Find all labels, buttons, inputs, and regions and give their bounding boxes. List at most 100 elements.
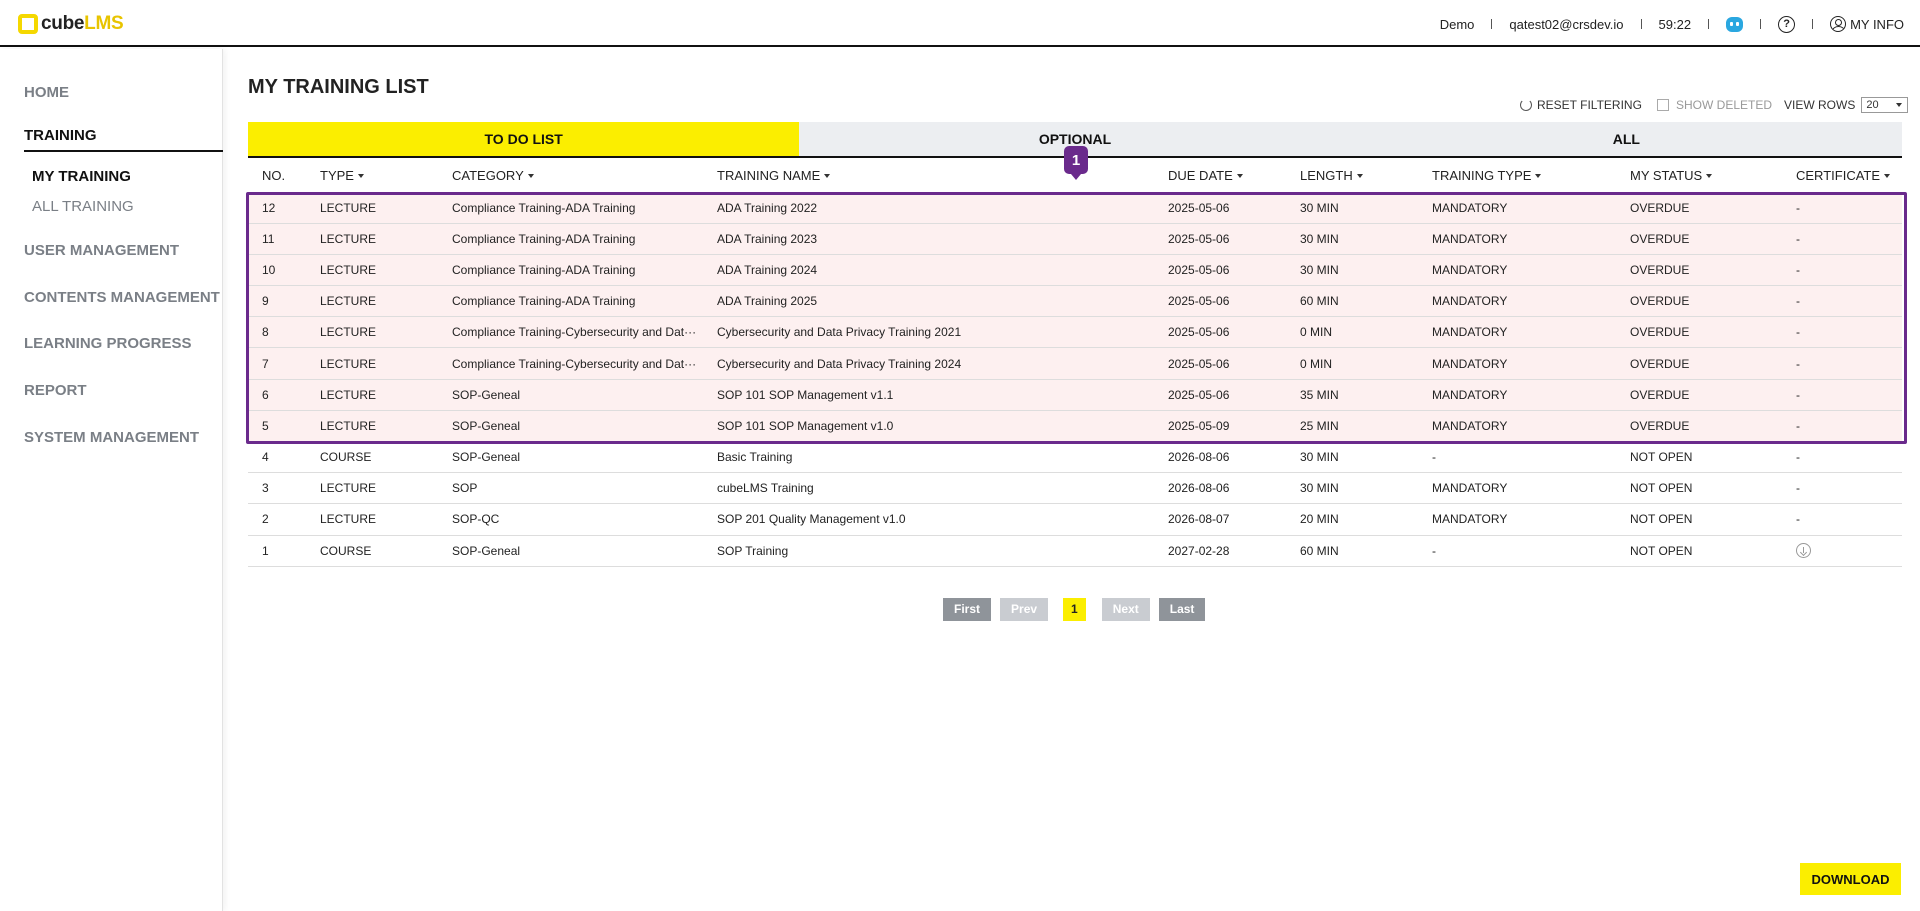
col-header-training-type[interactable]: TRAINING TYPE xyxy=(1418,159,1616,192)
cell-status: OVERDUE xyxy=(1616,192,1782,223)
table-row[interactable]: 7 LECTURE Compliance Training-Cybersecurit… xyxy=(248,348,1902,379)
cell-type: COURSE xyxy=(306,442,438,473)
first-page-button[interactable]: First xyxy=(943,598,991,621)
table-row[interactable]: 11 LECTURE Compliance Training-ADA Trainin… xyxy=(248,223,1902,254)
cell-cert: - xyxy=(1782,504,1902,535)
sidebar-subitem-my-training[interactable]: MY TRAINING xyxy=(32,168,131,185)
cell-name[interactable]: SOP 101 SOP Management v1.0 xyxy=(703,410,1154,441)
cell-category: SOP-Geneal xyxy=(438,379,703,410)
cell-type: LECTURE xyxy=(306,254,438,285)
view-rows-control: VIEW ROWS 20 xyxy=(1784,96,1908,114)
my-info-button[interactable]: MY INFO xyxy=(1830,16,1904,32)
sidebar-subitem-all-training[interactable]: ALL TRAINING xyxy=(32,198,134,215)
page-title: MY TRAINING LIST xyxy=(248,76,429,99)
next-page-button[interactable]: Next xyxy=(1102,598,1150,621)
view-rows-select[interactable]: 20 xyxy=(1861,97,1908,113)
cell-length: 60 MIN xyxy=(1286,535,1418,566)
cell-status: OVERDUE xyxy=(1616,410,1782,441)
sidebar-item-user-management[interactable]: USER MANAGEMENT xyxy=(24,242,179,259)
cell-type: LECTURE xyxy=(306,410,438,441)
cell-ttype: MANDATORY xyxy=(1418,348,1616,379)
col-header-certificate[interactable]: CERTIFICATE xyxy=(1782,159,1902,192)
help-icon[interactable]: ? xyxy=(1778,16,1795,33)
cell-due: 2025-05-06 xyxy=(1154,379,1286,410)
sidebar-item-learning-progress[interactable]: LEARNING PROGRESS xyxy=(24,335,192,352)
cell-length: 30 MIN xyxy=(1286,254,1418,285)
cell-no: 10 xyxy=(248,254,306,285)
cell-name[interactable]: ADA Training 2024 xyxy=(703,254,1154,285)
sidebar-item-training[interactable]: TRAINING xyxy=(24,127,97,144)
col-header-due-date[interactable]: DUE DATE xyxy=(1154,159,1286,192)
cell-category: Compliance Training-ADA Training xyxy=(438,192,703,223)
table-row[interactable]: 10 LECTURE Compliance Training-ADA Trainin… xyxy=(248,254,1902,285)
tab-all[interactable]: ALL xyxy=(1351,122,1902,156)
divider xyxy=(1708,19,1709,29)
table-row[interactable]: 6 LECTURE SOP-Geneal SOP 101 SOP Management… xyxy=(248,379,1902,410)
cell-length: 0 MIN xyxy=(1286,317,1418,348)
page-number-button[interactable]: 1 xyxy=(1063,598,1086,621)
cell-name[interactable]: Basic Training xyxy=(703,442,1154,473)
cell-cert: - xyxy=(1782,473,1902,504)
prev-page-button[interactable]: Prev xyxy=(1000,598,1048,621)
cell-name[interactable]: cubeLMS Training xyxy=(703,473,1154,504)
tab-to-do-list[interactable]: TO DO LIST xyxy=(248,122,799,156)
cell-due: 2026-08-06 xyxy=(1154,442,1286,473)
last-page-button[interactable]: Last xyxy=(1159,598,1206,621)
cell-no: 3 xyxy=(248,473,306,504)
table-row[interactable]: 4 COURSE SOP-Geneal Basic Training 2026-08-0… xyxy=(248,442,1902,473)
sort-down-icon xyxy=(358,174,364,178)
table-row[interactable]: 1 COURSE SOP-Geneal SOP Training 2027-02-28 6… xyxy=(248,535,1902,566)
col-header-length[interactable]: LENGTH xyxy=(1286,159,1418,192)
cell-ttype: MANDATORY xyxy=(1418,317,1616,348)
cell-name[interactable]: ADA Training 2025 xyxy=(703,286,1154,317)
cell-type: LECTURE xyxy=(306,504,438,535)
show-deleted-toggle[interactable]: SHOW DELETED xyxy=(1657,96,1772,114)
cell-due: 2025-05-06 xyxy=(1154,317,1286,348)
cell-ttype: MANDATORY xyxy=(1418,286,1616,317)
table-row[interactable]: 3 LECTURE SOP cubeLMS Training 2026-08-06 30 … xyxy=(248,473,1902,504)
table-row[interactable]: 5 LECTURE SOP-Geneal SOP 101 SOP Management… xyxy=(248,410,1902,441)
col-header-my-status[interactable]: MY STATUS xyxy=(1616,159,1782,192)
cell-name[interactable]: ADA Training 2022 xyxy=(703,192,1154,223)
cell-cert: - xyxy=(1782,192,1902,223)
table-row[interactable]: 2 LECTURE SOP-QC SOP 201 Quality Management… xyxy=(248,504,1902,535)
sidebar-item-system-management[interactable]: SYSTEM MANAGEMENT xyxy=(24,429,199,446)
reset-filtering-button[interactable]: RESET FILTERING xyxy=(1520,96,1642,114)
download-button[interactable]: DOWNLOAD xyxy=(1800,863,1901,895)
table-row[interactable]: 8 LECTURE Compliance Training-Cybersecurit… xyxy=(248,317,1902,348)
cell-status: OVERDUE xyxy=(1616,223,1782,254)
cell-no: 6 xyxy=(248,379,306,410)
cell-name[interactable]: SOP Training xyxy=(703,535,1154,566)
sort-down-icon xyxy=(1706,174,1712,178)
cell-cert: - xyxy=(1782,317,1902,348)
download-icon[interactable] xyxy=(1796,543,1811,558)
cell-name[interactable]: SOP 101 SOP Management v1.1 xyxy=(703,379,1154,410)
sort-down-icon xyxy=(1357,174,1363,178)
cell-category: Compliance Training-ADA Training xyxy=(438,223,703,254)
cell-name[interactable]: Cybersecurity and Data Privacy Training … xyxy=(703,317,1154,348)
cubelms-logo[interactable]: cubeLMS xyxy=(18,13,123,35)
cell-name[interactable]: SOP 201 Quality Management v1.0 xyxy=(703,504,1154,535)
sidebar-item-report[interactable]: REPORT xyxy=(24,382,87,399)
cell-name[interactable]: ADA Training 2023 xyxy=(703,223,1154,254)
table-row[interactable]: 9 LECTURE Compliance Training-ADA Training… xyxy=(248,286,1902,317)
col-header-category[interactable]: CATEGORY xyxy=(438,159,703,192)
cell-length: 20 MIN xyxy=(1286,504,1418,535)
sidebar-item-home[interactable]: HOME xyxy=(24,84,69,101)
cell-name[interactable]: Cybersecurity and Data Privacy Training … xyxy=(703,348,1154,379)
cell-cert: - xyxy=(1782,348,1902,379)
cell-length: 35 MIN xyxy=(1286,379,1418,410)
annotation-marker: 1 xyxy=(1064,146,1088,174)
divider xyxy=(1641,19,1642,29)
table-row[interactable]: 12 LECTURE Compliance Training-ADA Trainin… xyxy=(248,192,1902,223)
show-deleted-checkbox[interactable] xyxy=(1657,99,1669,111)
sort-down-icon xyxy=(1884,174,1890,178)
cell-due: 2025-05-06 xyxy=(1154,254,1286,285)
sidebar: HOME TRAINING MY TRAINING ALL TRAINING U… xyxy=(0,49,223,911)
cell-status: NOT OPEN xyxy=(1616,473,1782,504)
sidebar-item-contents-management[interactable]: CONTENTS MANAGEMENT xyxy=(24,289,220,306)
cell-ttype: MANDATORY xyxy=(1418,504,1616,535)
col-header-type[interactable]: TYPE xyxy=(306,159,438,192)
chatbot-icon[interactable] xyxy=(1726,17,1743,32)
cell-status: NOT OPEN xyxy=(1616,535,1782,566)
